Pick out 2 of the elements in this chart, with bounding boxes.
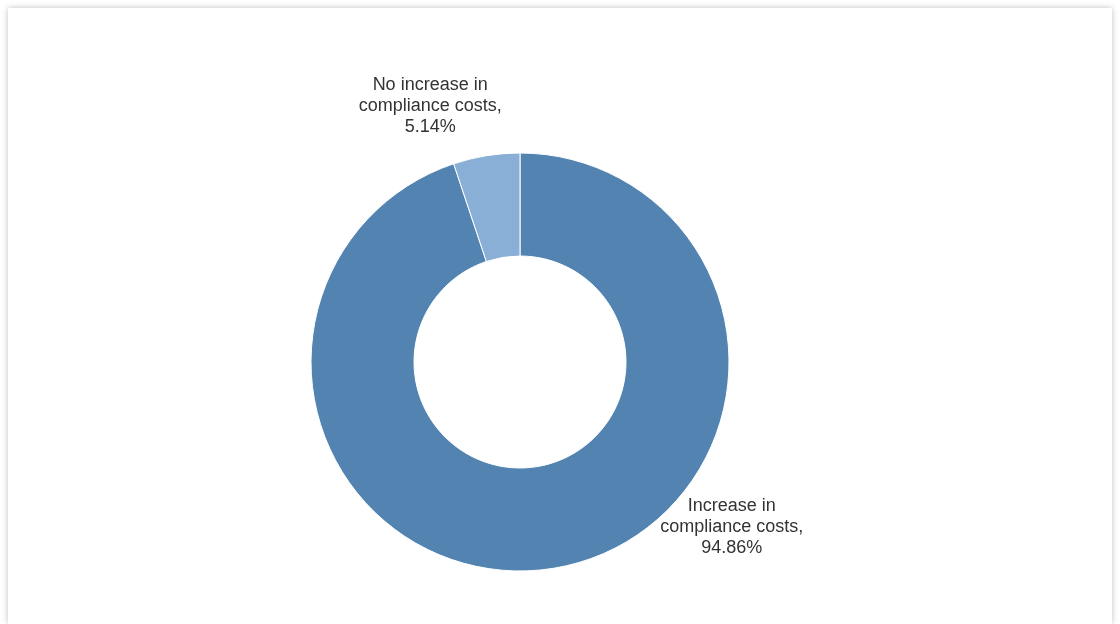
slice-label: Increase in compliance costs, 94.86% — [659, 494, 805, 558]
slice-label: No increase in compliance costs, 5.14% — [357, 73, 503, 137]
